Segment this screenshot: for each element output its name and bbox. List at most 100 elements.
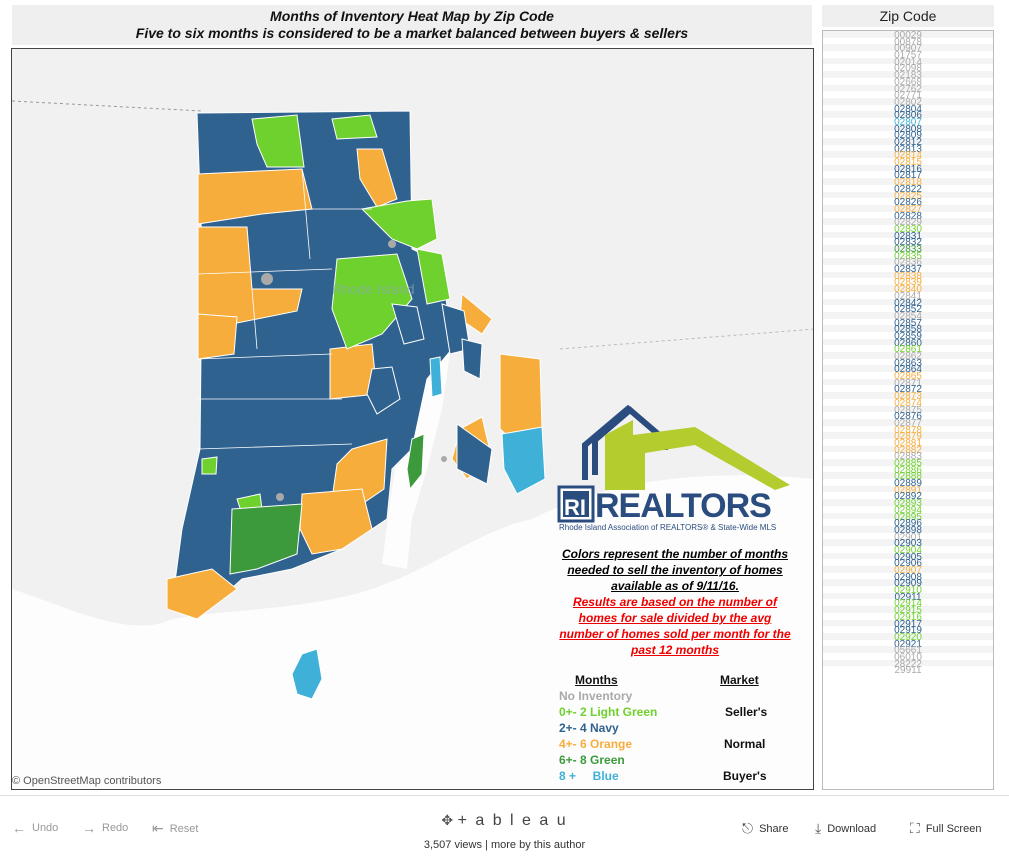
undo-button[interactable]: ← Undo <box>12 820 58 836</box>
zip-code-item[interactable]: 02911 <box>823 592 993 602</box>
zip-code-item[interactable]: 02838 <box>823 271 993 281</box>
zip-code-item[interactable]: 02818 <box>823 178 993 187</box>
zip-code-item[interactable]: 02895 <box>823 512 993 522</box>
zip-code-item[interactable]: 06010 <box>894 651 922 663</box>
zip-code-item[interactable]: 02901 <box>894 531 922 543</box>
zip-code-item[interactable]: 02892 <box>894 491 922 503</box>
zip-code-item[interactable]: 02014 <box>823 57 993 67</box>
zip-code-item[interactable]: 02859 <box>894 330 922 342</box>
zip-code-item[interactable]: 02877 <box>823 419 993 428</box>
zip-code-item[interactable]: 02872 <box>894 384 922 396</box>
fullscreen-button[interactable]: ⛶ Full Screen <box>910 820 981 837</box>
zip-code-item[interactable]: 02842 <box>823 298 993 308</box>
zip-code-item[interactable]: 02881 <box>894 437 922 449</box>
zip-code-item[interactable]: 02882 <box>823 445 993 455</box>
zip-code-item[interactable]: 02857 <box>894 317 922 329</box>
tableau-logo[interactable]: ✥ + a b l e a u <box>0 812 1009 830</box>
zip-code-item[interactable]: 02876 <box>894 411 922 423</box>
zip-code-item[interactable]: 02864 <box>823 365 993 375</box>
zip-code-item[interactable]: 02841 <box>894 290 922 302</box>
zip-code-item[interactable]: 02917 <box>823 619 993 629</box>
zip-code-item[interactable]: 02903 <box>823 539 993 549</box>
zip-code-item[interactable]: 02835 <box>894 250 922 262</box>
zip-code-item[interactable]: 02831 <box>823 231 993 241</box>
zip-code-item[interactable]: 02893 <box>823 499 993 508</box>
zip-code-item[interactable]: 02808 <box>823 124 993 134</box>
zip-code-item[interactable]: 02871 <box>823 378 993 388</box>
zip-code-item[interactable]: 02828 <box>894 210 922 222</box>
zip-code-item[interactable]: 02858 <box>823 325 993 335</box>
zip-code-item[interactable]: 02909 <box>823 579 993 589</box>
zip-code-item[interactable]: 02815 <box>894 157 922 169</box>
zip-code-item[interactable]: 02905 <box>823 552 993 562</box>
zip-code-item[interactable]: 02915 <box>823 606 993 615</box>
zip-code-item[interactable]: 02862 <box>823 352 993 361</box>
zip-code-item[interactable]: 02904 <box>894 544 922 556</box>
zip-code-item[interactable]: 02914 <box>894 598 922 610</box>
zip-code-item[interactable]: 02898 <box>823 526 993 535</box>
zip-code-item[interactable]: 02874 <box>894 397 922 409</box>
download-button[interactable]: ⤓ Download <box>815 820 876 837</box>
zip-code-item[interactable]: 02886 <box>894 464 922 476</box>
zip-code-item[interactable]: 02861 <box>894 344 922 356</box>
zip-code-item[interactable]: 02832 <box>894 237 922 249</box>
zip-code-item[interactable]: 02839 <box>894 277 922 289</box>
zip-code-item[interactable]: 02875 <box>823 405 993 415</box>
zip-code-item[interactable]: 02879 <box>823 432 993 442</box>
zip-code-item[interactable]: 02889 <box>894 478 922 490</box>
zip-code-item[interactable]: 02891 <box>823 485 993 495</box>
zip-code-item[interactable]: 02885 <box>823 459 993 468</box>
zip-code-item[interactable]: 02840 <box>823 285 993 294</box>
zip-code-item[interactable]: 02814 <box>823 151 993 161</box>
zip-code-item[interactable]: 29911 <box>894 665 922 677</box>
zip-code-item[interactable]: 02873 <box>823 392 993 401</box>
zip-code-item[interactable]: 02896 <box>894 518 922 530</box>
zip-code-item[interactable]: 02878 <box>894 424 922 436</box>
reset-button[interactable]: ⇤ Reset <box>152 820 198 837</box>
zip-code-item[interactable]: 02762 <box>823 84 993 94</box>
zip-code-item[interactable]: 02098 <box>894 63 922 75</box>
share-button[interactable]: ⎋ Share <box>742 820 788 837</box>
zip-code-item[interactable]: 02807 <box>894 116 922 128</box>
zip-code-item[interactable]: 02888 <box>823 472 993 482</box>
zip-code-item[interactable]: 02906 <box>894 558 922 570</box>
zip-code-item[interactable]: 02829 <box>823 218 993 228</box>
zip-code-item[interactable]: 02827 <box>823 205 993 214</box>
zip-code-item[interactable]: 02804 <box>894 103 922 115</box>
zip-code-item[interactable]: 00029 <box>823 31 993 40</box>
zip-code-item[interactable]: 02883 <box>894 451 922 463</box>
zip-code-item[interactable]: 02806 <box>823 111 993 121</box>
zip-code-item[interactable]: 02833 <box>823 245 993 254</box>
zip-code-item[interactable]: 02771 <box>894 90 922 102</box>
zip-code-item[interactable]: 02907 <box>823 566 993 575</box>
zip-code-item[interactable]: 02183 <box>823 71 993 80</box>
zip-code-item[interactable]: 00878 <box>894 36 922 48</box>
zip-code-item[interactable]: 02894 <box>894 504 922 516</box>
zip-code-item[interactable]: 02816 <box>823 164 993 174</box>
more-by-author-link[interactable]: more by this author <box>490 839 586 851</box>
zip-code-item[interactable]: 05661 <box>823 646 993 656</box>
zip-code-item[interactable]: 02812 <box>823 138 993 147</box>
zip-code-item[interactable]: 02921 <box>894 638 922 650</box>
map-canvas[interactable]: Rhode Island <box>12 49 814 790</box>
zip-code-item[interactable]: 02919 <box>894 625 922 637</box>
zip-code-item[interactable]: 02852 <box>894 304 922 316</box>
zip-code-item[interactable]: 02817 <box>894 170 922 182</box>
zip-code-item[interactable]: 02863 <box>894 357 922 369</box>
zip-code-item[interactable]: 02854 <box>823 312 993 321</box>
zip-code-item[interactable]: 01757 <box>894 50 922 62</box>
zip-code-item[interactable]: 00907 <box>823 44 993 54</box>
redo-button[interactable]: → Redo <box>82 820 128 836</box>
zip-code-list[interactable]: 00029 00878 00907 01757 02014 02098 02183 02668… <box>822 30 994 790</box>
zip-code-item[interactable]: 02830 <box>894 223 922 235</box>
zip-code-item[interactable]: 02826 <box>894 197 922 209</box>
zip-code-item[interactable]: 02822 <box>894 183 922 195</box>
zip-code-item[interactable]: 02920 <box>823 633 993 642</box>
zip-code-item[interactable]: 02668 <box>894 76 922 88</box>
zip-code-item[interactable]: 02809 <box>894 130 922 142</box>
zip-code-item[interactable]: 02825 <box>823 191 993 201</box>
map-view[interactable]: Rhode Island © OpenStreetMap contributor… <box>11 48 814 790</box>
zip-code-item[interactable]: 02908 <box>894 571 922 583</box>
zip-code-item[interactable]: 02860 <box>823 338 993 348</box>
zip-code-item[interactable]: 02865 <box>894 371 922 383</box>
